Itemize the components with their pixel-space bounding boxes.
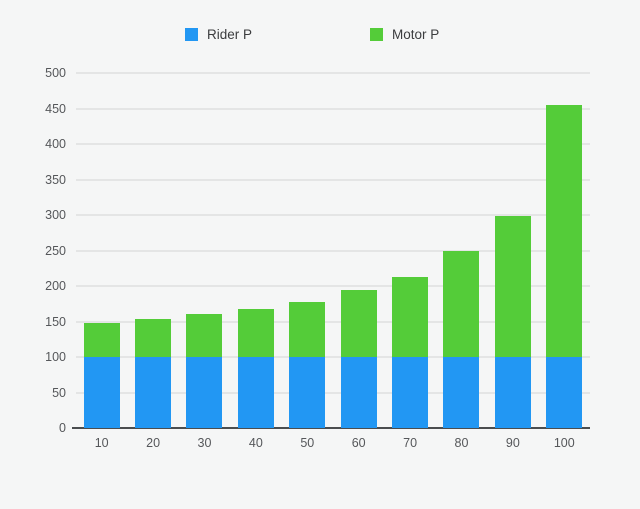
stacked-bar-60: [340, 290, 377, 428]
bar-segment-rider-p-40: [237, 357, 274, 428]
legend-item-motor-p[interactable]: Motor P: [370, 26, 439, 42]
motor-p-swatch-icon: [370, 27, 383, 41]
x-tick-label-80: 80: [454, 436, 469, 450]
x-tick-label-90: 90: [505, 436, 520, 450]
y-tick-label-400: 400: [45, 137, 66, 151]
x-tick-label-20: 20: [146, 436, 161, 450]
bar-slot-60: [333, 73, 384, 428]
gridline-100: [76, 356, 590, 358]
bar-segment-rider-p-100: [546, 357, 583, 428]
x-tick-label-100: 100: [553, 436, 575, 450]
stacked-bar-30: [186, 314, 223, 428]
bar-segment-rider-p-60: [340, 357, 377, 428]
y-tick-label-200: 200: [45, 279, 66, 293]
gridline-200: [76, 285, 590, 287]
gridline-500: [76, 72, 590, 74]
stacked-bar-90: [494, 216, 531, 428]
x-tick-label-50: 50: [300, 436, 315, 450]
y-tick-label-350: 350: [45, 172, 66, 187]
x-tick-label-30: 30: [197, 436, 212, 450]
bar-segment-motor-p-100: [546, 104, 583, 357]
gridline-300: [76, 214, 590, 216]
gridline-450: [76, 107, 590, 110]
bar-segment-motor-p-10: [83, 322, 120, 357]
bar-segment-rider-p-10: [83, 357, 120, 428]
y-tick-label-500: 500: [45, 66, 66, 80]
stacked-bar-70: [392, 277, 429, 428]
stacked-bar-40: [237, 308, 274, 428]
legend-label-rider-p: Rider P: [207, 26, 253, 42]
legend-label-motor-p: Motor P: [392, 26, 440, 42]
bar-segment-rider-p-80: [443, 357, 480, 428]
bar-segment-motor-p-70: [392, 277, 429, 357]
x-tick-label-10: 10: [94, 436, 109, 450]
bar-segment-motor-p-90: [494, 216, 531, 357]
x-tick-label-70: 70: [403, 436, 418, 450]
bar-segment-rider-p-30: [186, 357, 223, 428]
stacked-bar-50: [289, 302, 326, 428]
y-tick-label-450: 450: [45, 101, 66, 116]
x-tick-label-60: 60: [351, 436, 366, 450]
stacked-bar-80: [443, 250, 480, 428]
bar-segment-rider-p-50: [289, 357, 326, 428]
bar-segment-motor-p-30: [186, 314, 223, 357]
bar-slot-70: [384, 73, 435, 428]
bar-segment-rider-p-90: [494, 357, 531, 428]
bar-segment-rider-p-70: [392, 357, 429, 428]
gridline-50: [76, 391, 590, 394]
stacked-bar-10: [83, 322, 120, 428]
bar-segment-motor-p-20: [135, 318, 172, 357]
bar-slot-40: [230, 73, 281, 428]
x-axis-line: [72, 427, 590, 429]
bar-segment-motor-p-50: [289, 302, 326, 357]
y-tick-label-50: 50: [52, 385, 66, 400]
bar-slot-50: [282, 73, 333, 428]
bar-segment-motor-p-80: [443, 250, 480, 357]
stacked-bar-100: [546, 104, 583, 428]
bar-slot-30: [179, 73, 230, 428]
legend-item-rider-p[interactable]: Rider P: [185, 26, 252, 42]
y-tick-label-250: 250: [45, 243, 66, 258]
y-tick-label-300: 300: [45, 208, 66, 222]
gridline-400: [76, 143, 590, 145]
bar-segment-motor-p-60: [340, 290, 377, 357]
bar-slot-80: [436, 73, 487, 428]
plot-area: 0 50 100 150 200 250 300 350 400 450 500 10 20 30 40 50…: [45, 66, 590, 450]
gridline-350: [76, 178, 590, 181]
stacked-bar-20: [135, 318, 172, 428]
y-tick-label-150: 150: [45, 314, 66, 329]
gridline-150: [76, 320, 590, 323]
bar-slot-20: [127, 73, 178, 428]
y-tick-label-100: 100: [45, 350, 66, 364]
x-tick-label-40: 40: [248, 436, 263, 450]
bar-slot-90: [487, 73, 538, 428]
bar-segment-rider-p-20: [135, 357, 172, 428]
rider-p-swatch-icon: [185, 27, 198, 41]
bar-slot-100: [539, 73, 590, 428]
gridline-250: [76, 249, 590, 252]
bar-slot-10: [76, 73, 127, 428]
bar-segment-motor-p-40: [237, 308, 274, 357]
y-tick-label-0: 0: [59, 421, 66, 435]
